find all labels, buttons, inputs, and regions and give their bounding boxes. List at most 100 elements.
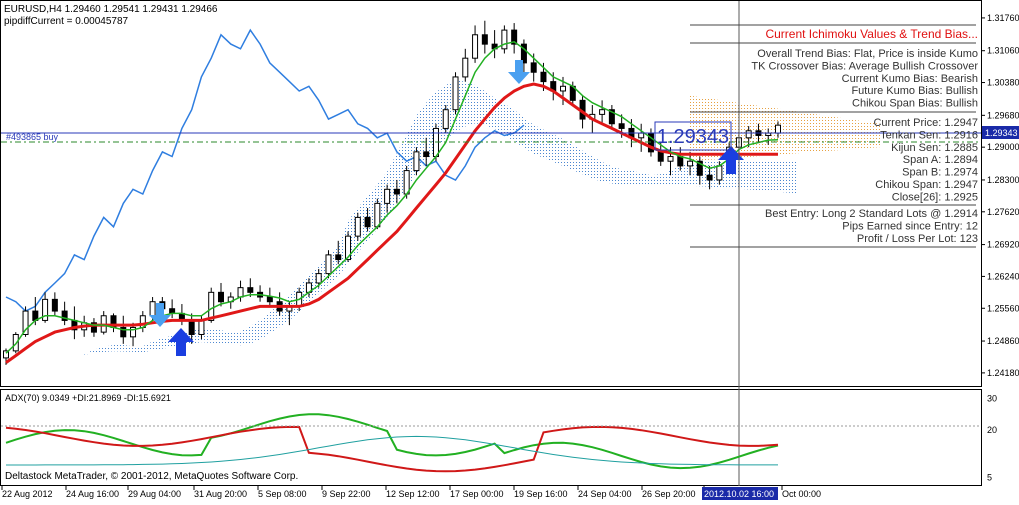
time-tick-label: 2012.10.02 16:00 [704,489,774,499]
value-line: Current Price: 1.2947 [873,117,978,129]
sell-arrow [149,303,171,327]
candle [442,105,449,134]
candle-body [51,298,58,312]
candle-body [638,132,645,139]
bias-line: Future Kumo Bias: Bullish [851,85,978,97]
time-tick-label: 24 Aug 16:00 [66,489,119,499]
candle-body [472,34,479,59]
candle-body [657,151,664,162]
adx-line [6,435,778,466]
candle-body [716,165,723,181]
candle [384,184,391,213]
plus-di-line [5,413,779,470]
candle-body [667,156,674,162]
copyright: Deltastock MetaTrader, © 2001-2012, Meta… [5,471,298,482]
price-tick-label: 1.27620 [987,207,1019,217]
candle [61,301,68,326]
value-line: Span B: 1.2974 [902,167,978,179]
price-tick-label: 1.31060 [987,46,1019,56]
candle [354,212,361,241]
candle-body [511,29,518,45]
candle-body [42,298,49,321]
price-tick-label: 1.24860 [987,336,1019,346]
candle-body [335,254,342,261]
candle-body [198,319,205,335]
value-line: Span A: 1.2894 [903,154,978,166]
candle [511,23,518,54]
candle [217,282,224,307]
candle-body [149,301,156,317]
candle-body [22,310,29,335]
candle-body [423,151,430,158]
candle-body [413,151,420,172]
price-box [654,121,732,151]
minus-di-line [5,425,779,473]
entry-line-text: Profit / Loss Per Lot: 123 [857,233,978,245]
candle-body [462,57,469,78]
value-line: Close[26]: 1.2925 [892,191,978,203]
candle-body [130,326,137,338]
candle [51,292,58,316]
candle [393,179,400,204]
time-tick-label: 5 Sep 08:00 [258,489,307,499]
adx-label: ADX(70) 9.0349 +DI:21.8969 -DI:15.6921 [5,393,171,403]
crosshair-time-marker [702,487,778,500]
candle-body [61,310,68,321]
candle-body [374,202,381,228]
candle-body [120,326,127,338]
time-tick-label: 19 Sep 16:00 [514,489,568,499]
candle-body [247,287,254,293]
value-line: Chikou Span: 1.2947 [875,179,978,191]
candle-body [237,287,244,298]
candle [462,48,469,82]
candle-body [540,71,547,83]
price-tick-label: 1.26920 [987,240,1019,250]
adx-tick-label: 5 [987,473,992,483]
candle-body [345,235,352,261]
candle [325,250,332,279]
kijun-sen-line [5,82,778,364]
bias-line: Current Kumo Bias: Bearish [842,73,978,85]
candle-body [266,296,273,303]
time-tick-label: 17 Sep 00:00 [450,489,504,499]
candle [452,72,459,115]
time-tick-label: 24 Sep 04:00 [578,489,632,499]
info-panel-title: Current Ichimoku Values & Trend Bias... [765,27,978,41]
candle [696,156,703,185]
value-line: Tenkan Sen: 1.2916 [880,129,978,141]
candle [247,278,254,298]
candle [364,208,371,232]
candle [266,287,273,307]
candle-body [775,124,781,134]
time-tick-label: 22 Aug 2012 [2,489,53,499]
buy-arrow [718,146,744,174]
time-tick-label: Oct 00:00 [782,489,821,499]
candle [413,147,420,176]
time-tick-label: 26 Sep 20:00 [642,489,696,499]
candle [481,20,488,54]
candle [472,25,479,63]
candle-body [530,62,537,73]
order-label: #493865 buy [6,132,59,142]
adx-plot-frame [0,389,982,486]
candle [687,151,694,176]
signal-arrows [149,60,744,356]
chikou-span [5,28,525,313]
ichimoku-lines [5,40,779,364]
time-tick-label: 9 Sep 22:00 [322,489,371,499]
candle [335,240,342,265]
price-tick-label: 1.29000 [987,142,1019,152]
bias-line: Chikou Span Bias: Bullish [852,98,978,110]
price-tick-label: 1.25560 [987,303,1019,313]
time-tick-label: 31 Aug 20:00 [194,489,247,499]
candle-body [608,109,615,125]
candle-body [354,216,361,237]
candle-body [384,188,391,204]
current-price-label: 1.29343 [985,128,1018,138]
candle-body [452,76,459,111]
kumo-area [84,80,798,355]
candle-body [599,109,606,115]
candle-body [217,291,224,303]
